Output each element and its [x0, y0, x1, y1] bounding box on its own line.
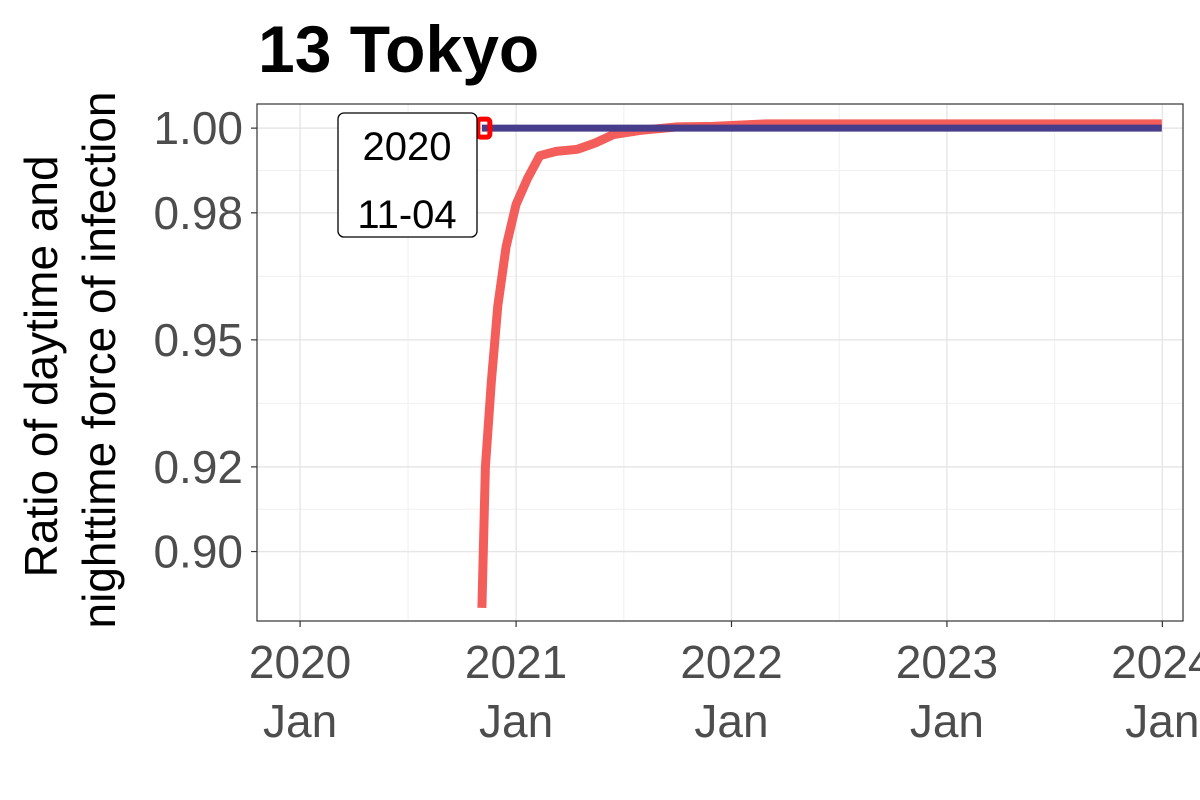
x-tick-label-month: Jan [694, 695, 768, 747]
annotation-label-line1: 2020 [363, 125, 452, 169]
annotation-marker [475, 116, 493, 140]
y-axis-label-line1: Ratio of daytime and [15, 155, 67, 577]
annotation-box [337, 112, 478, 238]
x-tick-label-year: 2024 [1111, 636, 1200, 688]
y-axis-label: Ratio of daytime and nighttime force of … [15, 92, 125, 629]
x-tick-label-year: 2020 [249, 636, 351, 688]
plot-panel-border [256, 103, 1184, 622]
annotation-label-line2: 11-04 [357, 193, 456, 237]
x-tick-label-month: Jan [1125, 695, 1199, 747]
y-tick-label: 0.95 [153, 314, 243, 366]
annotation-layer: 2020 11-04 [337, 112, 493, 238]
y-axis-label-line2: nighttime force of infection [73, 92, 125, 629]
chart-title: 13 Tokyo [258, 12, 539, 86]
y-axis: 0.90 0.92 0.95 0.98 1.00 [153, 102, 257, 578]
y-tick-label: 1.00 [153, 102, 243, 154]
x-tick-label-month: Jan [263, 695, 337, 747]
x-tick-label-year: 2023 [896, 636, 998, 688]
x-axis: 2020 Jan 2021 Jan 2022 Jan 2023 Jan 2024 Jan [249, 621, 1200, 747]
series-layer [477, 119, 1162, 609]
x-tick-label-month: Jan [479, 695, 553, 747]
x-tick-label-year: 2022 [680, 636, 782, 688]
x-tick-label-month: Jan [910, 695, 984, 747]
y-tick-label: 0.92 [153, 441, 243, 493]
y-tick-label: 0.98 [153, 187, 243, 239]
series-line-1 [477, 119, 1162, 609]
x-tick-label-year: 2021 [465, 636, 567, 688]
y-tick-label: 0.90 [153, 526, 243, 578]
